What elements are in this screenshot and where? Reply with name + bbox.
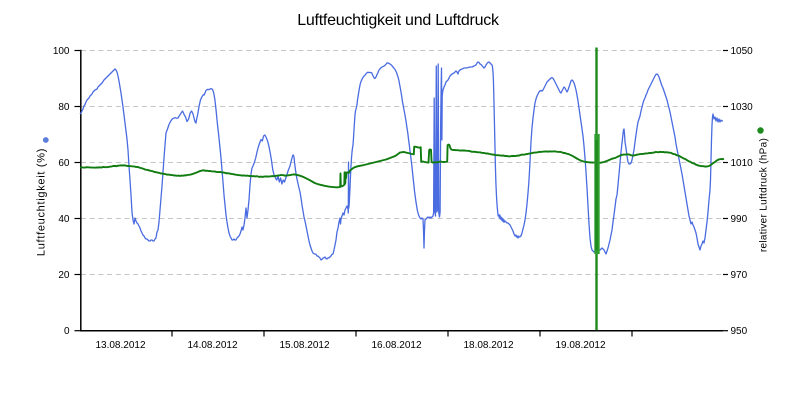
svg-text:13.08.2012: 13.08.2012 [95, 340, 145, 351]
svg-text:15.08.2012: 15.08.2012 [279, 340, 329, 351]
svg-text:40: 40 [58, 214, 70, 225]
svg-text:19.08.2012: 19.08.2012 [555, 340, 605, 351]
svg-text:0: 0 [64, 326, 70, 337]
svg-text:16.08.2012: 16.08.2012 [371, 340, 421, 351]
svg-text:Luftfeuchtigkeit (%): Luftfeuchtigkeit (%) [36, 148, 48, 256]
svg-text:80: 80 [58, 102, 70, 113]
svg-text:950: 950 [731, 326, 748, 337]
svg-text:Luftfeuchtigkeit und Luftdruck: Luftfeuchtigkeit und Luftdruck [297, 12, 500, 29]
svg-text:970: 970 [731, 270, 748, 281]
svg-text:14.08.2012: 14.08.2012 [187, 340, 237, 351]
svg-text:1050: 1050 [731, 46, 754, 57]
svg-text:relativer Luftdruck (hPa): relativer Luftdruck (hPa) [759, 138, 770, 252]
svg-text:1010: 1010 [731, 158, 754, 169]
svg-text:1030: 1030 [731, 102, 754, 113]
svg-text:100: 100 [53, 46, 70, 57]
svg-text:990: 990 [731, 214, 748, 225]
svg-text:18.08.2012: 18.08.2012 [463, 340, 513, 351]
svg-text:20: 20 [58, 270, 70, 281]
svg-text:60: 60 [58, 158, 70, 169]
